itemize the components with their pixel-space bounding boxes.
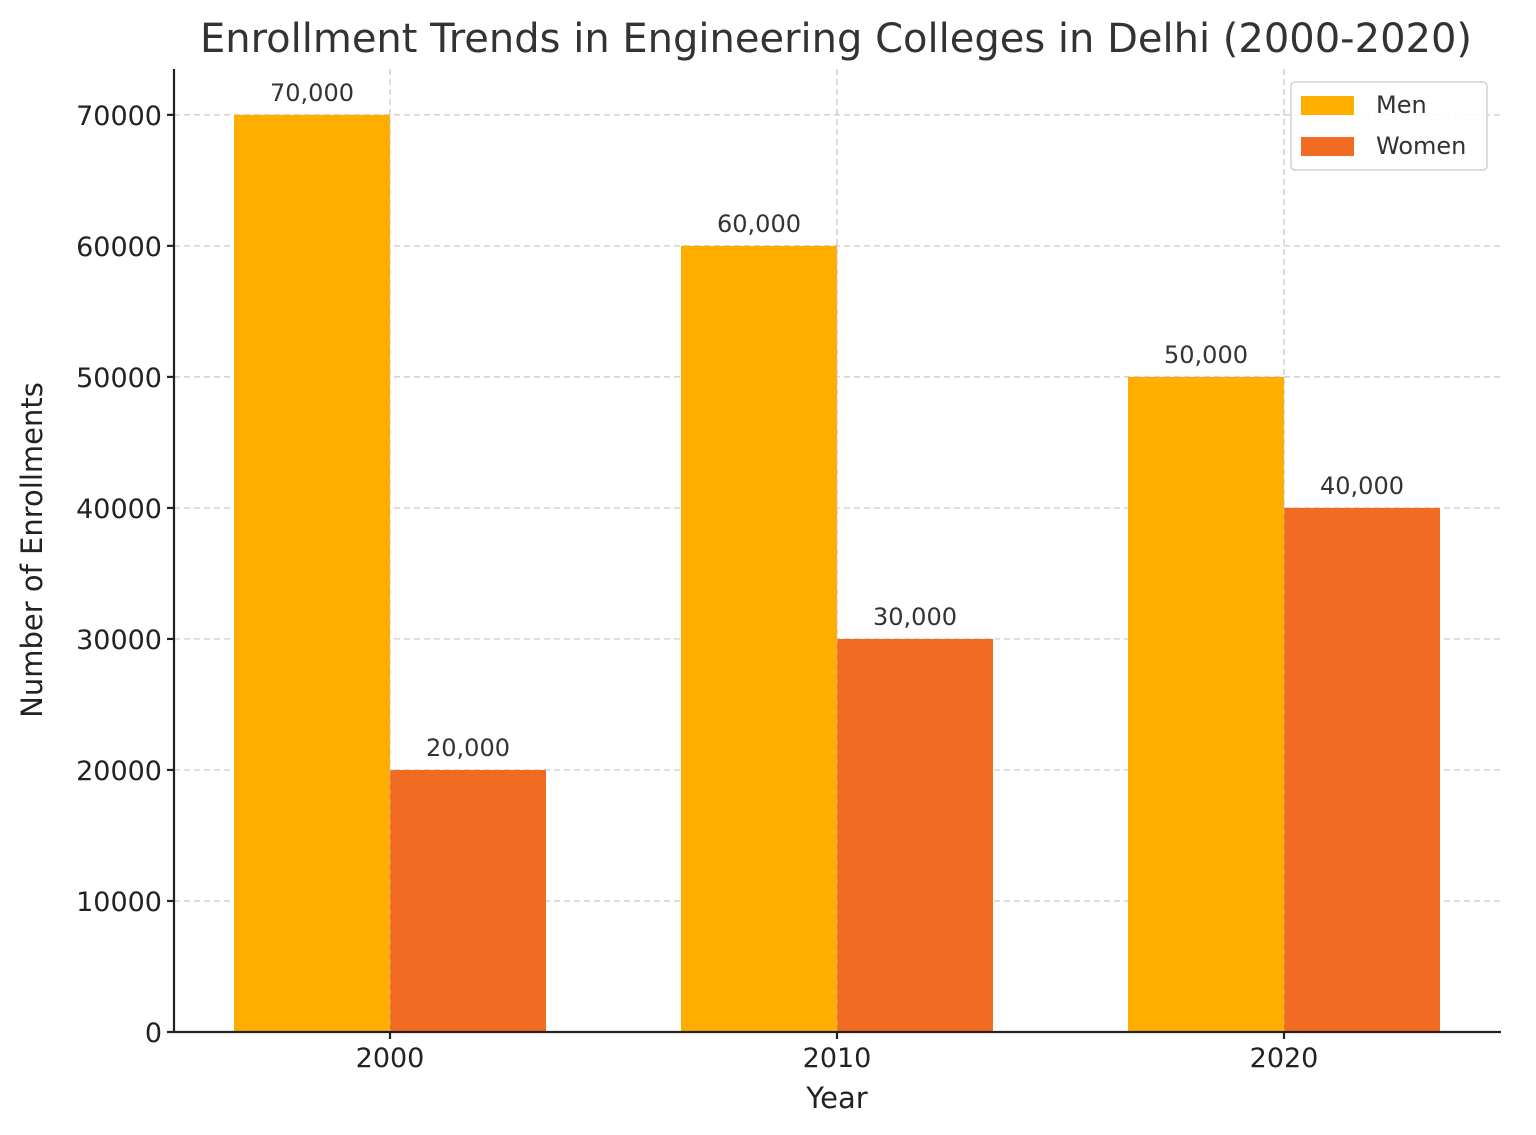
bar-women-2020 — [1284, 507, 1440, 1033]
y-tick-label: 0 — [145, 1018, 162, 1049]
data-label-men-2000: 70,000 — [270, 79, 354, 107]
bar-women-2000 — [390, 769, 546, 1032]
bar-women-2010 — [837, 638, 993, 1032]
axes: 0 10000 20000 30000 40000 50000 60000 70000 2000… — [76, 69, 1501, 1074]
y-tick-label: 20000 — [76, 756, 162, 787]
y-tick-label: 10000 — [76, 887, 162, 918]
y-tick-label: 70000 — [76, 101, 162, 132]
y-tick-label: 50000 — [76, 363, 162, 394]
bar-men-2020 — [1128, 376, 1284, 1032]
x-tick-label: 2020 — [1250, 1043, 1319, 1074]
y-tick-label: 30000 — [76, 625, 162, 656]
x-tick-label: 2000 — [356, 1043, 425, 1074]
data-label-women-2000: 20,000 — [426, 734, 510, 762]
y-tick-label: 40000 — [76, 494, 162, 525]
legend: Men Women — [1290, 81, 1488, 171]
legend-swatch-women — [1301, 137, 1354, 156]
data-label-men-2020: 50,000 — [1164, 341, 1248, 369]
bar-men-2010 — [681, 245, 837, 1032]
chart-title: Enrollment Trends in Engineering College… — [200, 16, 1472, 62]
legend-label-women: Women — [1376, 132, 1466, 160]
legend-label-men: Men — [1376, 91, 1427, 119]
bars — [234, 114, 1440, 1033]
y-tick-label: 60000 — [76, 232, 162, 263]
data-label-men-2010: 60,000 — [717, 210, 801, 238]
data-labels: 70,000 60,000 50,000 20,000 30,000 40,000 — [270, 69, 1404, 1032]
bar-men-2000 — [234, 114, 390, 1033]
data-label-women-2020: 40,000 — [1320, 472, 1404, 500]
legend-swatch-men — [1301, 96, 1354, 115]
data-label-women-2010: 30,000 — [873, 603, 957, 631]
x-axis-label: Year — [805, 1081, 867, 1115]
x-tick-label: 2010 — [803, 1043, 872, 1074]
y-axis-label: Number of Enrollments — [15, 382, 49, 718]
